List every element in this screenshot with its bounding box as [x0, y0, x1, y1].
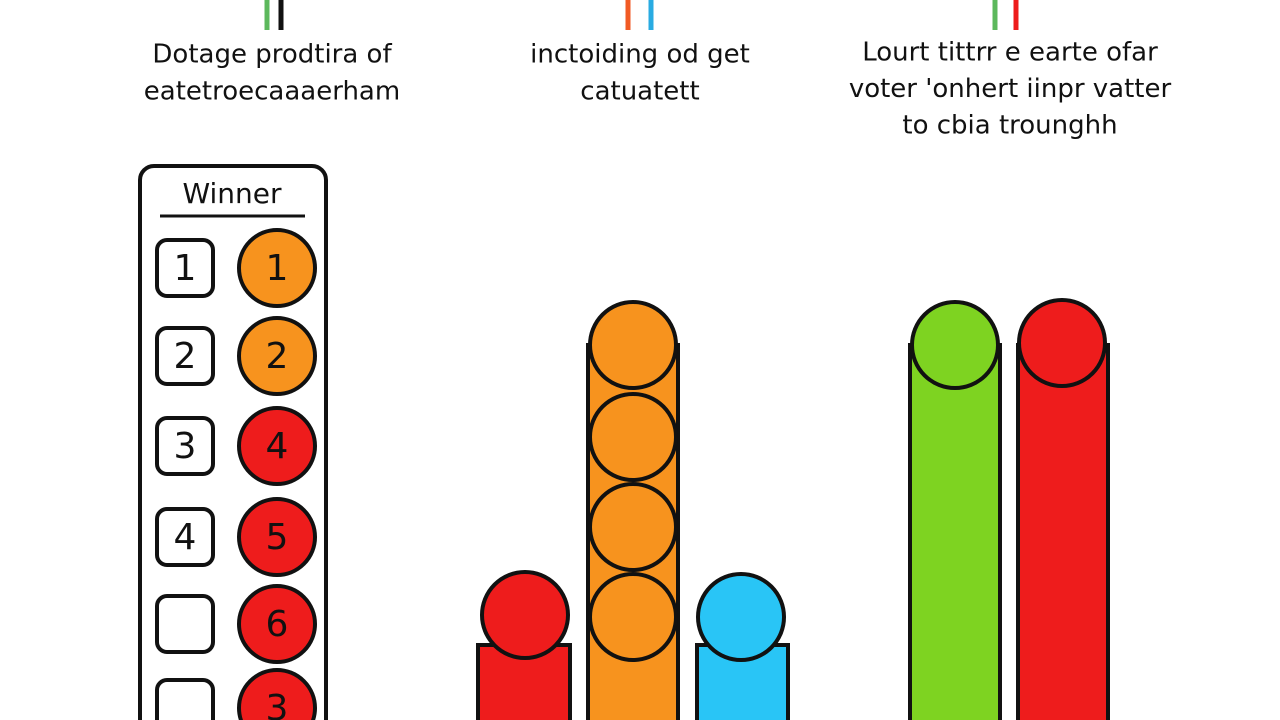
columns [476, 298, 1110, 720]
column-cap [588, 392, 678, 482]
column-cap [588, 572, 678, 662]
caption-line: Lourt tittrr e earte ofar [862, 38, 1158, 68]
rank-box [155, 416, 215, 476]
panel-title: Winner [182, 177, 282, 210]
column-cap [480, 570, 570, 660]
column-cap [910, 300, 1000, 390]
column-cap [696, 572, 786, 662]
column-cap [588, 482, 678, 572]
rank-label: 3 [174, 426, 197, 467]
panel-rows: 1 1 2 2 3 4 4 5 6 3 [155, 228, 317, 720]
rank-box [155, 594, 215, 654]
candidate-label: 2 [266, 336, 289, 377]
column [908, 343, 1002, 720]
candidate-label: 5 [266, 517, 289, 558]
rank-box [155, 507, 215, 567]
rank-box [155, 678, 215, 720]
caption-line: catuatett [580, 77, 699, 107]
candidate-circle [237, 406, 317, 486]
rank-label: 2 [174, 336, 197, 377]
candidate-circle [237, 584, 317, 664]
candidate-circle [237, 316, 317, 396]
candidate-circle [237, 668, 317, 720]
candidate-circle [237, 228, 317, 308]
rank-label: 4 [174, 517, 197, 558]
candidate-label: 4 [266, 426, 289, 467]
rank-label: 1 [174, 248, 197, 289]
column [1016, 343, 1110, 720]
top-ticks [264, 0, 1019, 30]
column-cap [1017, 298, 1107, 388]
candidate-circle [237, 497, 317, 577]
caption-line: voter 'onhert iinpr vatter [849, 74, 1172, 104]
candidate-label: 1 [266, 248, 289, 289]
caption-line: eatetroecaaaerham [144, 77, 400, 107]
captions: Dotage prodtira of eatetroecaaaerham incto… [144, 38, 1172, 141]
candidate-label: 6 [266, 604, 289, 645]
candidate-label: 3 [266, 688, 289, 720]
rank-box [155, 326, 215, 386]
caption-line: Dotage prodtira of [152, 40, 392, 70]
caption-line: inctoiding od get [530, 40, 750, 70]
rank-box [155, 238, 215, 298]
caption-line: to cbia trounghh [902, 111, 1117, 141]
column-cap [588, 300, 678, 390]
